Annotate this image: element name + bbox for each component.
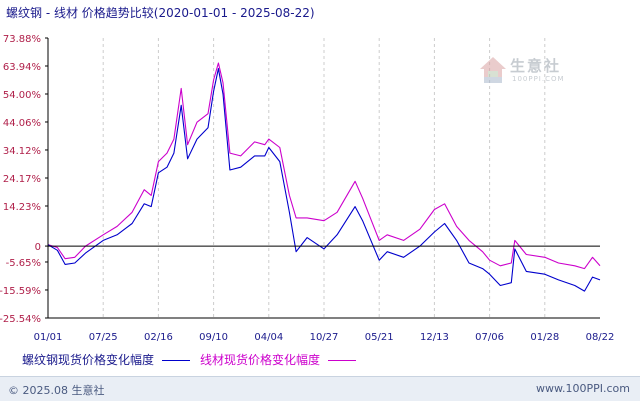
legend-series-1-swatch (162, 360, 191, 361)
y-tick-labels: 73.88% 63.94% 54.00% 44.06% 34.12% 24.17% 14.2… (0, 34, 41, 325)
x-tick-label: 12/13 (420, 332, 449, 343)
chart-title: 螺纹钢 - 线材 价格趋势比较(2020-01-01 - 2025-08-22) (6, 6, 315, 20)
legend: 螺纹钢现货价格变化幅度 线材现货价格变化幅度 (22, 351, 366, 368)
x-tick-label: 04/04 (254, 332, 283, 343)
x-tick-label: 07/25 (89, 332, 118, 343)
x-tick-label: 09/10 (199, 332, 228, 343)
y-tick-label: 73.88% (3, 34, 41, 45)
x-tick-label: 01/28 (530, 332, 559, 343)
watermark-url: 100PPI.COM (512, 75, 565, 83)
footer-url-link[interactable]: www.100PPI.com (536, 382, 630, 395)
x-tick-label: 07/06 (475, 332, 504, 343)
house-logo-icon (480, 57, 506, 83)
y-tick-label: 34.12% (3, 146, 41, 157)
legend-series-2-label: 线材现货价格变化幅度 (200, 353, 321, 367)
footer: © 2025.08 生意社 www.100PPI.com (0, 376, 640, 401)
x-tick-label: 02/16 (144, 332, 173, 343)
series-line-1 (47, 68, 601, 292)
y-tick-label: 0 (35, 242, 41, 253)
y-tick-label: 14.23% (3, 202, 41, 213)
axes (45, 37, 600, 319)
x-tick-label: 08/22 (586, 332, 615, 343)
x-tick-label: 10/27 (310, 332, 339, 343)
footer-copyright: © 2025.08 生意社 (8, 384, 105, 397)
legend-series-2-swatch (328, 360, 357, 361)
y-tick-label: -15.59% (0, 286, 41, 297)
y-tick-label: 63.94% (3, 62, 41, 73)
y-tick-label: 24.17% (3, 174, 41, 185)
y-tick-label: -25.54% (0, 314, 41, 325)
grid (102, 38, 546, 318)
x-tick-label: 01/01 (34, 332, 63, 343)
x-tick-labels: 01/01 07/25 02/16 09/10 04/04 10/27 05/21 12/13… (34, 332, 615, 343)
watermark-brand: 生意社 (510, 57, 562, 75)
series-line-2 (47, 62, 601, 270)
x-tick-label: 05/21 (365, 332, 394, 343)
series-lines (47, 62, 601, 292)
watermark: 生意社 100PPI.COM (478, 55, 578, 91)
y-tick-label: -5.65% (6, 258, 41, 269)
y-tick-label: 44.06% (3, 118, 41, 129)
y-tick-label: 54.00% (3, 90, 41, 101)
legend-series-1-label: 螺纹钢现货价格变化幅度 (22, 353, 155, 367)
